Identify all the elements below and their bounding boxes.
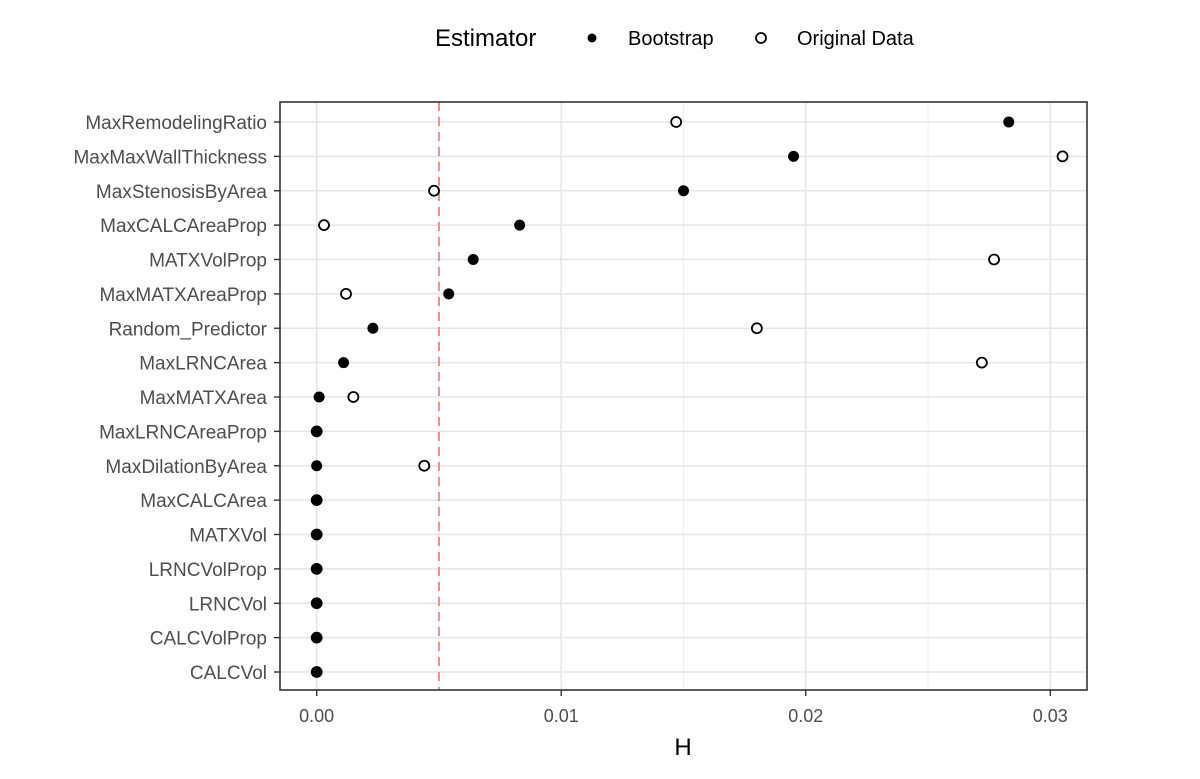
y-tick-label: LRNCVol <box>189 594 267 615</box>
x-tick-label: 0.02 <box>788 706 823 726</box>
plot-border <box>279 101 1088 691</box>
point-original-data <box>988 253 1000 266</box>
point-original-data <box>418 459 431 472</box>
y-tick-label: MaxMaxWallThickness <box>73 147 267 168</box>
point-original-data <box>750 322 763 335</box>
point-bootstrap <box>514 219 526 231</box>
y-tick-label: MaxRemodelingRatio <box>85 113 267 134</box>
point-bootstrap <box>467 254 479 265</box>
legend-key-original-data <box>755 32 767 44</box>
x-axis-title: H <box>674 734 691 761</box>
point-bootstrap <box>338 357 350 369</box>
point-original-data <box>347 391 360 403</box>
legend: Estimator Bootstrap Original Data <box>435 25 915 52</box>
legend-label-original-data: Original Data <box>797 28 915 50</box>
point-bootstrap <box>788 150 800 162</box>
y-tick-label: Random_Predictor <box>109 319 268 340</box>
point-bootstrap <box>313 391 325 403</box>
point-bootstrap <box>311 597 323 609</box>
y-tick-label: LRNCVolProp <box>149 560 267 581</box>
y-tick-label: MaxCALCArea <box>140 491 267 512</box>
point-bootstrap <box>367 322 379 334</box>
x-tick-label: 0.03 <box>1033 706 1068 726</box>
y-tick-label: MaxLRNCArea <box>139 354 267 375</box>
x-axis: 0.00 0.01 0.02 0.03 <box>299 690 1068 726</box>
legend-key-bootstrap <box>587 33 597 43</box>
y-tick-label: MaxCALCAreaProp <box>100 216 267 237</box>
point-bootstrap <box>311 425 323 437</box>
point-bootstrap <box>311 494 323 506</box>
point-bootstrap <box>311 460 323 472</box>
x-tick-label: 0.01 <box>544 706 579 726</box>
data-points <box>310 116 1069 678</box>
point-bootstrap <box>443 288 455 300</box>
point-original-data <box>975 356 988 369</box>
point-bootstrap <box>311 632 323 644</box>
y-tick-label: MaxLRNCAreaProp <box>99 422 267 443</box>
y-tick-label: MaxMATXAreaProp <box>99 285 267 306</box>
point-bootstrap <box>678 185 689 197</box>
point-bootstrap <box>311 666 323 678</box>
y-axis: MaxRemodelingRatio MaxMaxWallThickness Max… <box>73 113 280 684</box>
point-bootstrap <box>311 563 323 575</box>
point-original-data <box>428 184 440 197</box>
point-bootstrap <box>311 529 323 540</box>
y-tick-label: CALCVol <box>190 663 267 684</box>
point-original-data <box>340 287 352 300</box>
y-tick-label: MATXVolProp <box>149 251 267 272</box>
point-bootstrap <box>1003 116 1015 128</box>
legend-label-bootstrap: Bootstrap <box>628 28 714 50</box>
y-tick-label: CALCVolProp <box>150 629 267 650</box>
y-tick-label: MATXVol <box>189 526 267 547</box>
point-original-data <box>670 116 683 128</box>
x-tick-label: 0.00 <box>299 706 334 726</box>
y-tick-label: MaxStenosisByArea <box>96 182 268 203</box>
legend-title: Estimator <box>435 25 536 52</box>
y-tick-label: MaxMATXArea <box>140 388 268 409</box>
point-original-data <box>1056 150 1069 163</box>
y-tick-label: MaxDilationByArea <box>105 457 267 478</box>
point-original-data <box>318 219 330 232</box>
